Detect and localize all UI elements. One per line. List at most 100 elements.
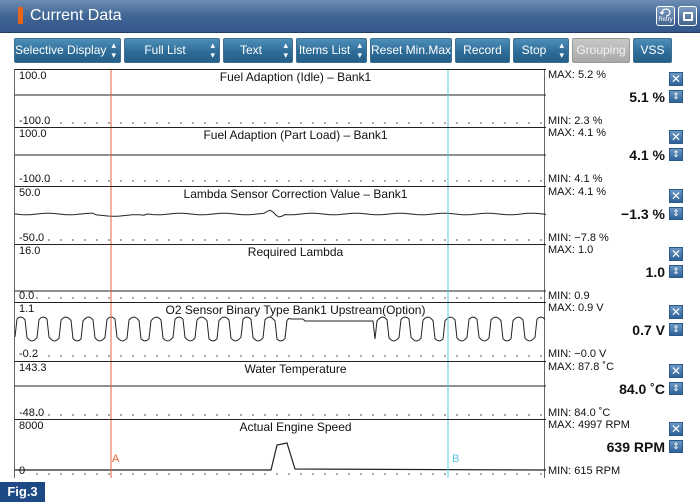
title-bar: Current Data Retry (0, 0, 700, 33)
up-down-arrow-icon[interactable]: ⇕ (669, 265, 683, 278)
close-icon[interactable]: ✕ (669, 247, 683, 261)
graph-title: Lambda Sensor Correction Value – Bank1 (183, 187, 408, 201)
current-value: 84.0 ˚C (619, 381, 665, 397)
full-list-label: Full List (144, 43, 186, 57)
grouping-label: Grouping (576, 43, 626, 57)
marker-b-label: B (452, 453, 460, 465)
retry-button[interactable]: Retry (656, 6, 675, 26)
window-title: Current Data (30, 7, 122, 24)
up-down-arrow-icon[interactable]: ⇕ (669, 207, 683, 220)
stat-panel-fuel-adaption-part-load: MAX: 4.1 % ✕ 4.1 % ⇕ MIN: 4.1 % (545, 127, 700, 186)
up-down-arrow-icon[interactable]: ⇕ (669, 90, 683, 103)
axis-min-label: -100.0 (19, 115, 51, 127)
up-down-arrow-icon[interactable]: ⇕ (669, 148, 683, 161)
marker-a-label: A (112, 453, 120, 465)
reset-min-max-button[interactable]: Reset Min.Max (370, 38, 452, 63)
axis-min-label: 0 (19, 465, 26, 477)
current-value: 639 RPM (606, 439, 665, 455)
max-value: MAX: 4.1 % (548, 127, 607, 139)
close-icon[interactable]: ✕ (669, 72, 683, 86)
graph-row-fuel-adaption-idle[interactable]: 100.0 Fuel Adaption (Idle) – Bank1 -100.0 (15, 69, 546, 128)
axis-min-label: -100.0 (19, 173, 51, 185)
max-value: MAX: 1.0 (548, 244, 594, 256)
axis-min-label: -48.0 (19, 407, 45, 419)
graph-title: Fuel Adaption (Idle) – Bank1 (219, 70, 372, 84)
window-button[interactable] (678, 6, 697, 26)
graph-title: Fuel Adaption (Part Load) – Bank1 (203, 128, 388, 142)
graph-row-required-lambda[interactable]: 16.0 Required Lambda 0.0 (15, 244, 546, 303)
window-icon (683, 12, 693, 21)
full-list-dropdown[interactable]: Full List ▴ ▾ (124, 38, 220, 63)
retry-label: Retry (658, 17, 673, 23)
vss-label: VSS (640, 43, 665, 57)
stop-dropdown[interactable]: Stop ▴ ▾ (513, 38, 569, 63)
axis-min-label: -0.2 (19, 348, 38, 360)
max-value: MAX: 0.9 V (548, 302, 604, 314)
min-value: MIN: 2.3 % (548, 115, 603, 127)
chevron-updown-icon: ▴ ▾ (559, 40, 564, 60)
toolbar: Selective Display ▴ ▾ Full List ▴ ▾ Text ▴… (0, 33, 700, 67)
selective-display-label: Selective Display (15, 43, 107, 57)
graph-canvas (15, 69, 546, 478)
grouping-button[interactable]: Grouping (572, 38, 630, 63)
graph-title: O2 Sensor Binary Type Bank1 Upstream(Opt… (165, 303, 426, 317)
vss-button[interactable]: VSS (633, 38, 672, 63)
axis-max-label: 16.0 (19, 245, 41, 257)
max-value: MAX: 4997 RPM (548, 419, 630, 431)
chevron-updown-icon: ▴ ▾ (210, 40, 215, 60)
stat-panel-engine-speed: MAX: 4997 RPM ✕ 639 RPM ⇕ MIN: 615 RPM (545, 419, 700, 478)
min-value: MIN: 84.0 ˚C (548, 407, 611, 419)
selective-display-dropdown[interactable]: Selective Display ▴ ▾ (14, 38, 121, 63)
axis-max-label: 100.0 (19, 128, 47, 140)
graph-title: Actual Engine Speed (239, 420, 352, 434)
axis-max-label: 8000 (19, 420, 44, 432)
close-icon[interactable]: ✕ (669, 422, 683, 436)
close-icon[interactable]: ✕ (669, 189, 683, 203)
items-list-label: Items List (298, 43, 351, 57)
figure-badge: Fig.3 (0, 482, 45, 502)
min-value: MIN: 615 RPM (548, 465, 621, 477)
close-icon[interactable]: ✕ (669, 364, 683, 378)
graph-row-lambda-correction[interactable]: 50.0 Lambda Sensor Correction Value – Ban… (15, 186, 546, 245)
title-accent-bar (18, 7, 23, 24)
up-down-arrow-icon[interactable]: ⇕ (669, 323, 683, 336)
graph-row-fuel-adaption-part-load[interactable]: 100.0 Fuel Adaption (Part Load) – Bank1 -1… (15, 127, 546, 186)
axis-max-label: 100.0 (19, 70, 47, 82)
current-value: 4.1 % (629, 147, 665, 163)
stop-label: Stop (521, 43, 547, 57)
axis-min-label: 0.0 (19, 290, 35, 302)
current-value: 5.1 % (629, 89, 665, 105)
chevron-updown-icon: ▴ ▾ (111, 40, 116, 60)
items-list-dropdown[interactable]: Items List ▴ ▾ (296, 38, 367, 63)
graph-title: Water Temperature (244, 362, 347, 376)
series-line (15, 316, 546, 342)
close-icon[interactable]: ✕ (669, 130, 683, 144)
graph-title: Required Lambda (247, 245, 344, 259)
stats-panel: MAX: 5.2 % ✕ 5.1 % ⇕ MIN: 2.3 % MAX: 4.1 % ✕ 4.… (545, 69, 700, 478)
min-value: MIN: 0.9 (548, 290, 590, 302)
up-down-arrow-icon[interactable]: ⇕ (669, 382, 683, 395)
current-value: 1.0 (645, 264, 665, 280)
graph-row-water-temperature[interactable]: 143.3 Water Temperature -48.0 (15, 361, 546, 420)
max-value: MAX: 87.8 ˚C (548, 361, 615, 373)
record-button[interactable]: Record (455, 38, 510, 63)
retry-icon (660, 8, 671, 17)
axis-max-label: 50.0 (19, 187, 41, 199)
stat-panel-lambda-correction: MAX: 4.1 % ✕ −1.3 % ⇕ MIN: −7.8 % (545, 186, 700, 245)
record-label: Record (463, 43, 502, 57)
up-down-arrow-icon[interactable]: ⇕ (669, 440, 683, 453)
axis-min-label: -50.0 (19, 232, 45, 244)
graph-row-o2-sensor[interactable]: 1.1 O2 Sensor Binary Type Bank1 Upstream(… (15, 302, 546, 361)
text-dropdown[interactable]: Text ▴ ▾ (223, 38, 293, 63)
stat-panel-required-lambda: MAX: 1.0 ✕ 1.0 ⇕ MIN: 0.9 (545, 244, 700, 303)
min-value: MIN: 4.1 % (548, 173, 603, 185)
graph-area: 100.0 Fuel Adaption (Idle) – Bank1 -100.0 1… (14, 69, 546, 478)
chevron-updown-icon: ▴ ▾ (357, 40, 362, 60)
stat-panel-fuel-adaption-idle: MAX: 5.2 % ✕ 5.1 % ⇕ MIN: 2.3 % (545, 69, 700, 128)
graph-row-engine-speed[interactable]: 8000 Actual Engine Speed 0 (15, 419, 546, 478)
reset-min-max-label: Reset Min.Max (371, 43, 452, 57)
axis-max-label: 143.3 (19, 362, 47, 374)
min-value: MIN: −7.8 % (548, 232, 609, 244)
close-icon[interactable]: ✕ (669, 305, 683, 319)
